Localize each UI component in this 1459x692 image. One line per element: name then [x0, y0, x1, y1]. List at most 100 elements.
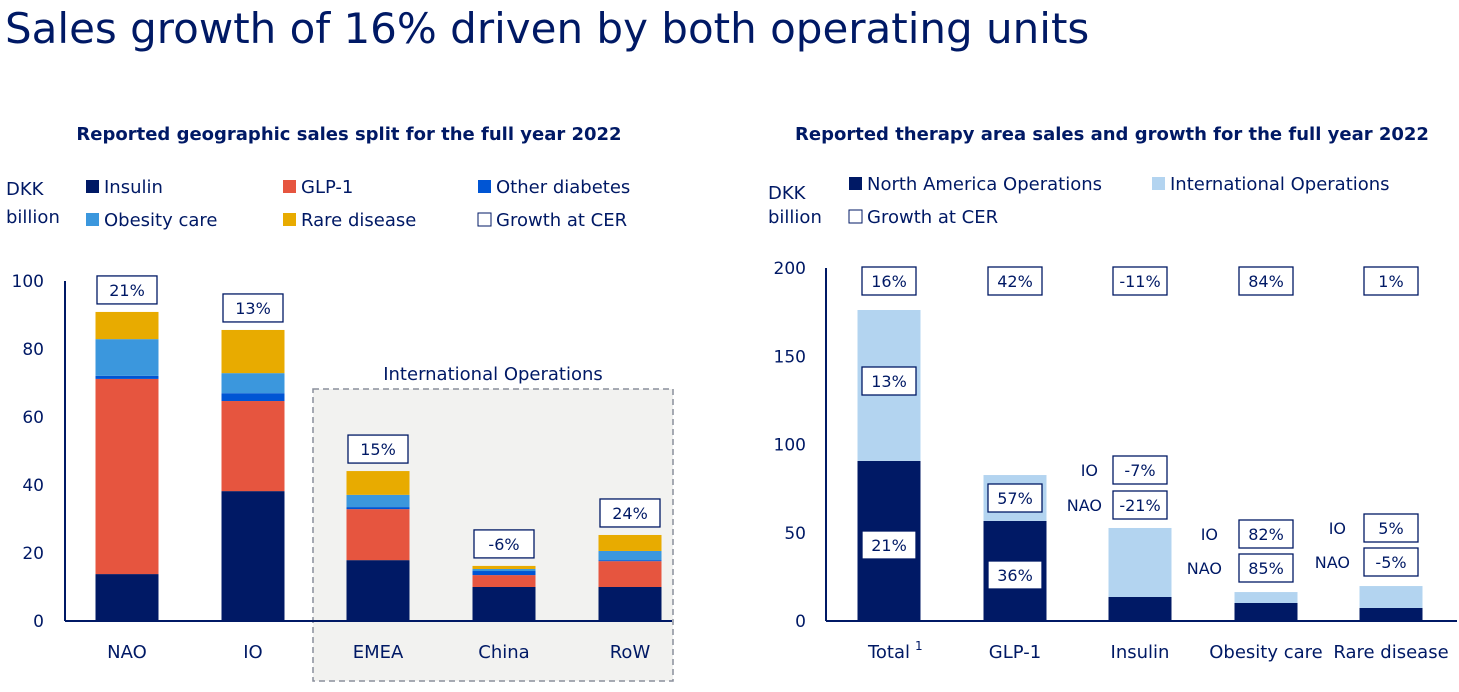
growth-label-emea: 15% — [360, 440, 396, 459]
bar-emea-obesity-care — [346, 494, 410, 508]
growth-total-obesity-care-box — [1238, 266, 1294, 296]
growth-nao-glp-1-box — [987, 560, 1043, 590]
y-tick-label: 200 — [774, 259, 806, 279]
growth-io-glp-1: 57% — [997, 489, 1033, 508]
growth-nao-rare-disease: -5% — [1375, 553, 1406, 572]
growth-total-glp-1-box — [987, 266, 1043, 296]
footnote-marker: 1 — [915, 639, 923, 653]
legend-other-diabetes-swatch — [478, 180, 491, 193]
growth-nao-insulin: -21% — [1119, 496, 1160, 515]
bar-emea-rare-disease — [346, 471, 410, 495]
x-tick-label: Insulin — [1111, 642, 1170, 663]
growth-io-insulin: -7% — [1124, 461, 1155, 480]
growth-nao-obesity-care: 85% — [1248, 559, 1284, 578]
page-title: Sales growth of 16% driven by both opera… — [5, 4, 1089, 53]
legend-growth-at-cer-swatch — [477, 212, 492, 227]
growth-io-total: 13% — [871, 372, 907, 391]
growth-label-io: 13% — [235, 299, 271, 318]
growth-nao-total-box — [861, 530, 917, 560]
growth-label-emea-box — [347, 434, 409, 464]
growth-label-nao: 21% — [109, 281, 145, 300]
bar-emea-other-diabetes — [346, 507, 410, 510]
growth-label-row: 24% — [612, 504, 648, 523]
legend-obesity-care-swatch — [86, 213, 99, 226]
growth-io-obesity-care: 82% — [1248, 525, 1284, 544]
legend-north-america-operations: North America Operations — [867, 174, 1102, 195]
side-label-io: IO — [1329, 519, 1346, 538]
y-tick-label: 20 — [22, 544, 44, 564]
left-chart: International Operations Insulin GLP-1 Othe… — [12, 177, 674, 682]
side-label-nao: NAO — [1315, 553, 1350, 572]
growth-nao-rare-disease-box — [1363, 547, 1419, 577]
growth-io-rare-disease: 5% — [1378, 519, 1403, 538]
x-tick-label: Rare disease — [1333, 642, 1448, 663]
left-chart-title: Reported geographic sales split for the … — [76, 124, 621, 145]
bar-io-rare-disease — [221, 329, 285, 374]
bar-rare-disease-international-operations — [1359, 586, 1423, 608]
bar-rare-disease-north-america-operations — [1359, 607, 1423, 621]
legend-other-diabetes: Other diabetes — [496, 177, 630, 198]
bar-nao-obesity-care — [95, 339, 159, 376]
bar-nao-rare-disease — [95, 311, 159, 340]
growth-label-nao-box — [96, 275, 158, 305]
bar-io-other-diabetes — [221, 393, 285, 402]
growth-label-china: -6% — [488, 535, 519, 554]
legend-glp-1: GLP-1 — [301, 177, 353, 198]
growth-io-rare-disease-box — [1363, 513, 1419, 543]
right-ylabel-line2: billion — [768, 207, 822, 228]
growth-label-row-box — [599, 498, 661, 528]
bar-io-obesity-care — [221, 373, 285, 394]
x-tick-label: GLP-1 — [989, 642, 1041, 663]
legend-insulin-swatch — [86, 180, 99, 193]
side-label-io: IO — [1081, 461, 1098, 480]
growth-io-total-box — [861, 366, 917, 396]
legend-international-operations-swatch — [1152, 177, 1165, 190]
growth-total-total: 16% — [871, 272, 907, 291]
y-tick-label: 100 — [12, 272, 44, 292]
growth-total-total-box — [861, 266, 917, 296]
bar-china-insulin — [472, 587, 536, 621]
growth-nao-obesity-care-box — [1238, 553, 1294, 583]
bar-china-other-diabetes — [472, 571, 536, 576]
bar-nao-insulin — [95, 574, 159, 621]
legend-insulin: Insulin — [104, 177, 163, 198]
y-tick-label: 80 — [22, 340, 44, 360]
legend-glp-1-swatch — [283, 180, 296, 193]
growth-total-obesity-care: 84% — [1248, 272, 1284, 291]
bar-nao-other-diabetes — [95, 375, 159, 379]
growth-label-io-box — [222, 293, 284, 323]
international-operations-label: International Operations — [383, 364, 603, 385]
growth-nao-insulin-box — [1112, 490, 1168, 520]
legend-rare-disease-swatch — [283, 213, 296, 226]
bar-insulin-north-america-operations — [1108, 596, 1172, 621]
x-tick-label: IO — [243, 642, 262, 663]
x-tick-label: EMEA — [353, 642, 404, 663]
x-tick-label: Total — [867, 642, 910, 663]
bar-emea-glp-1 — [346, 509, 410, 561]
right-chart-title: Reported therapy area sales and growth f… — [795, 124, 1429, 145]
bar-obesity-care-international-operations — [1234, 592, 1298, 603]
legend-growth-at-cer: Growth at CER — [496, 210, 627, 231]
bar-emea-insulin — [346, 560, 410, 621]
y-tick-label: 40 — [22, 476, 44, 496]
y-tick-label: 50 — [784, 524, 806, 544]
left-ylabel-line1: DKK — [6, 179, 45, 200]
growth-io-glp-1-box — [987, 483, 1043, 513]
bar-io-insulin — [221, 491, 285, 621]
growth-total-insulin: -11% — [1119, 272, 1160, 291]
bar-row-other-diabetes — [598, 560, 662, 562]
y-tick-label: 100 — [774, 436, 806, 456]
growth-io-insulin-box — [1112, 455, 1168, 485]
bar-nao-glp-1 — [95, 378, 159, 575]
bar-china-rare-disease — [472, 565, 536, 569]
side-label-nao: NAO — [1187, 559, 1222, 578]
side-label-io: IO — [1201, 525, 1218, 544]
y-tick-label: 150 — [774, 347, 806, 367]
growth-io-obesity-care-box — [1238, 519, 1294, 549]
right-chart: North America Operations International Op… — [774, 174, 1457, 663]
x-tick-label: Obesity care — [1209, 642, 1322, 663]
growth-total-rare-disease: 1% — [1378, 272, 1403, 291]
bar-row-insulin — [598, 587, 662, 621]
bar-row-obesity-care — [598, 550, 662, 561]
